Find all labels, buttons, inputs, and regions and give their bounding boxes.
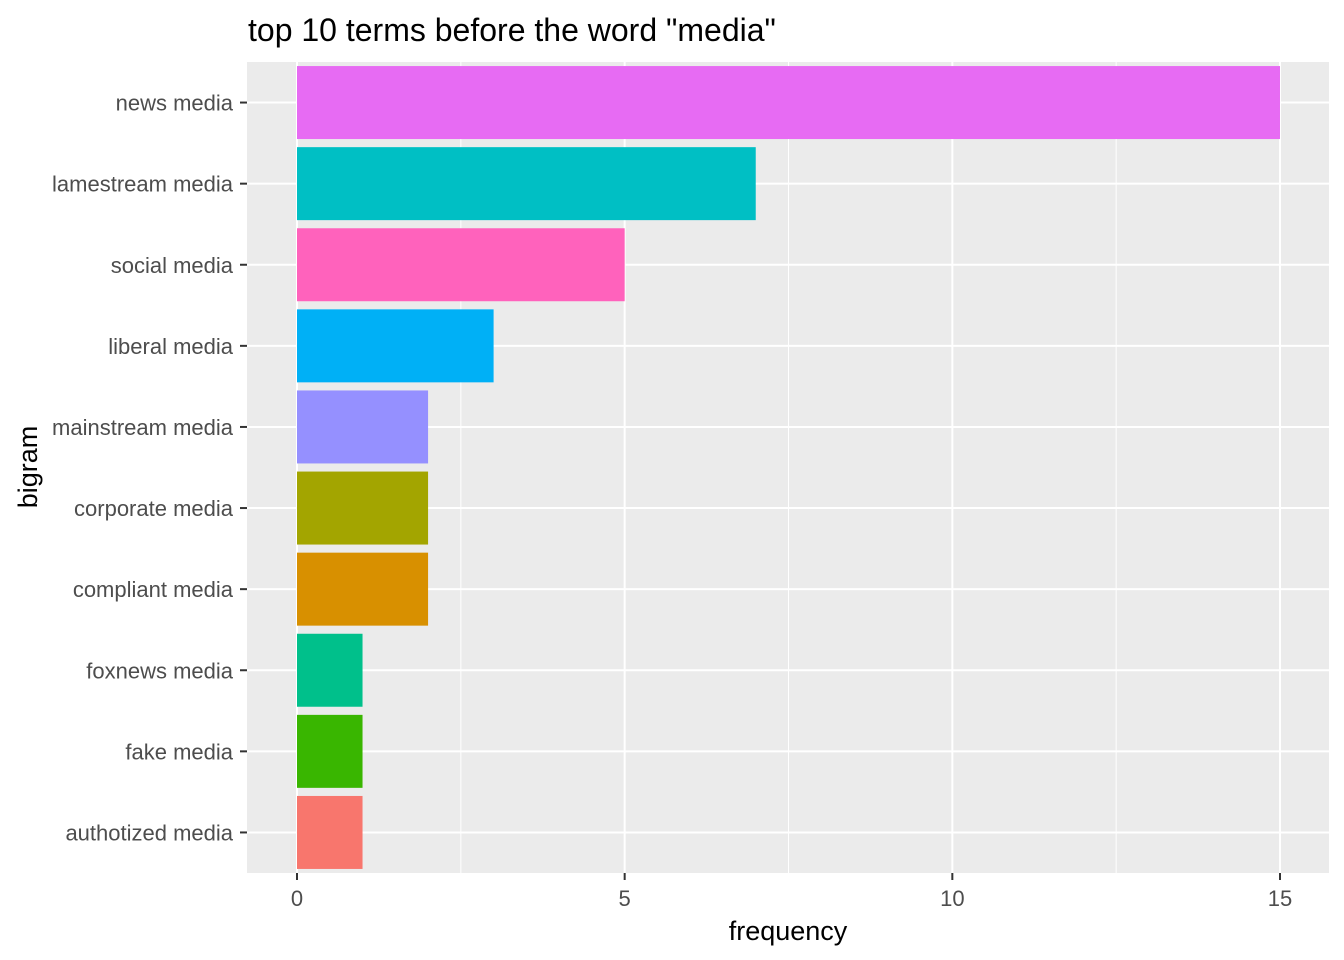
y-tick-label: fake media bbox=[125, 739, 233, 764]
x-tick-label: 15 bbox=[1268, 886, 1292, 911]
bar bbox=[297, 309, 494, 383]
bar bbox=[297, 147, 756, 221]
bar bbox=[297, 471, 429, 545]
bar bbox=[297, 390, 429, 464]
x-axis-title: frequency bbox=[729, 916, 848, 946]
x-tick-label: 5 bbox=[619, 886, 631, 911]
y-tick-label: mainstream media bbox=[52, 415, 234, 440]
y-axis: news media lamestream media social media li… bbox=[52, 91, 247, 845]
y-tick-label: liberal media bbox=[108, 334, 233, 359]
y-tick-label: compliant media bbox=[73, 577, 234, 602]
bar bbox=[297, 633, 363, 707]
y-tick-label: authotized media bbox=[65, 820, 233, 845]
y-tick-label: corporate media bbox=[74, 496, 234, 521]
y-tick-label: social media bbox=[111, 253, 234, 278]
bar bbox=[297, 228, 625, 302]
bar bbox=[297, 795, 363, 869]
bar bbox=[297, 552, 429, 626]
x-axis: 0 5 10 15 bbox=[291, 873, 1292, 911]
y-tick-label: lamestream media bbox=[52, 172, 234, 197]
bar bbox=[297, 714, 363, 788]
y-axis-title: bigram bbox=[13, 426, 43, 509]
bar bbox=[297, 66, 1280, 140]
y-tick-label: foxnews media bbox=[86, 658, 234, 683]
bars bbox=[297, 66, 1280, 869]
x-tick-label: 10 bbox=[940, 886, 964, 911]
chart-title: top 10 terms before the word "media" bbox=[248, 12, 776, 48]
y-tick-label: news media bbox=[116, 91, 234, 116]
x-tick-label: 0 bbox=[291, 886, 303, 911]
